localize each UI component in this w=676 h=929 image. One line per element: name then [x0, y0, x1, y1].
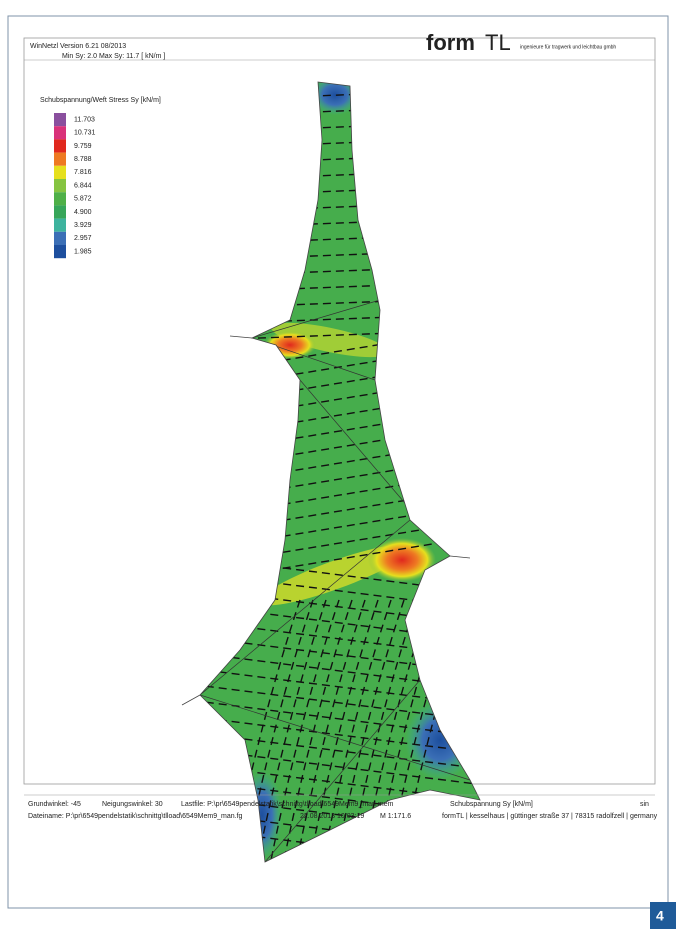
- legend-label: 6.844: [74, 182, 92, 189]
- legend: 11.703 10.731 9.759 8.788 7.816 6.844 5.872 4.9…: [54, 113, 96, 258]
- figure: WinNetzl Version 6.21 08/2013 Min Sy: 2.…: [0, 0, 676, 929]
- footer-text: Grundwinkel: -45: [28, 801, 81, 808]
- legend-label: 8.788: [74, 156, 92, 163]
- legend-swatch: [54, 113, 66, 126]
- page: WinNetzl Version 6.21 08/2013 Min Sy: 2.…: [0, 0, 676, 929]
- legend-label: 2.957: [74, 235, 92, 242]
- legend-title: Schubspannung/Weft Stress Sy [kN/m]: [40, 97, 161, 104]
- software: WinNetzl Version 6.21 08/2013: [30, 43, 126, 50]
- footer-text: Lastfile: P:\pr\6549pendelstatik\schnitt…: [181, 801, 394, 808]
- footer-text: Schubspannung Sy [kN/m]: [450, 801, 533, 808]
- legend-label: 9.759: [74, 143, 92, 150]
- logo-light: TL: [485, 30, 511, 55]
- legend-swatch: [54, 179, 66, 192]
- legend-label: 10.731: [74, 130, 96, 137]
- page-number: 4: [656, 908, 664, 924]
- legend-label: 7.816: [74, 169, 92, 176]
- legend-swatch: [54, 166, 66, 179]
- stress-range: Min Sy: 2.0 Max Sy: 11.7 [ kN/m ]: [62, 53, 165, 60]
- legend-swatch: [54, 232, 66, 245]
- legend-label: 4.900: [74, 209, 92, 216]
- footer-text: 22.08.2013 10:03:19: [300, 813, 364, 820]
- legend-label: 11.703: [74, 116, 95, 123]
- legend-swatch: [54, 219, 66, 232]
- legend-swatch: [54, 205, 66, 218]
- footer-text: formTL | kesselhaus | güttinger straße 3…: [442, 813, 658, 820]
- footer-text: M 1:171.6: [380, 813, 411, 820]
- legend-label: 3.929: [74, 222, 92, 229]
- legend-label: 5.872: [74, 196, 92, 203]
- footer-text: Dateiname: P:\pr\6549pendelstatik\schnit…: [28, 813, 243, 820]
- footer-text: Neigungswinkel: 30: [102, 801, 163, 808]
- footer-text: sin: [640, 801, 649, 808]
- legend-swatch: [54, 139, 66, 152]
- legend-swatch: [54, 245, 66, 258]
- legend-swatch: [54, 153, 66, 166]
- tagline: ingenieure für tragwerk und leichtbau gm…: [520, 44, 616, 50]
- logo-bold: form: [426, 30, 475, 55]
- legend-swatch: [54, 192, 66, 205]
- legend-label: 1.985: [74, 248, 92, 255]
- legend-swatch: [54, 126, 66, 139]
